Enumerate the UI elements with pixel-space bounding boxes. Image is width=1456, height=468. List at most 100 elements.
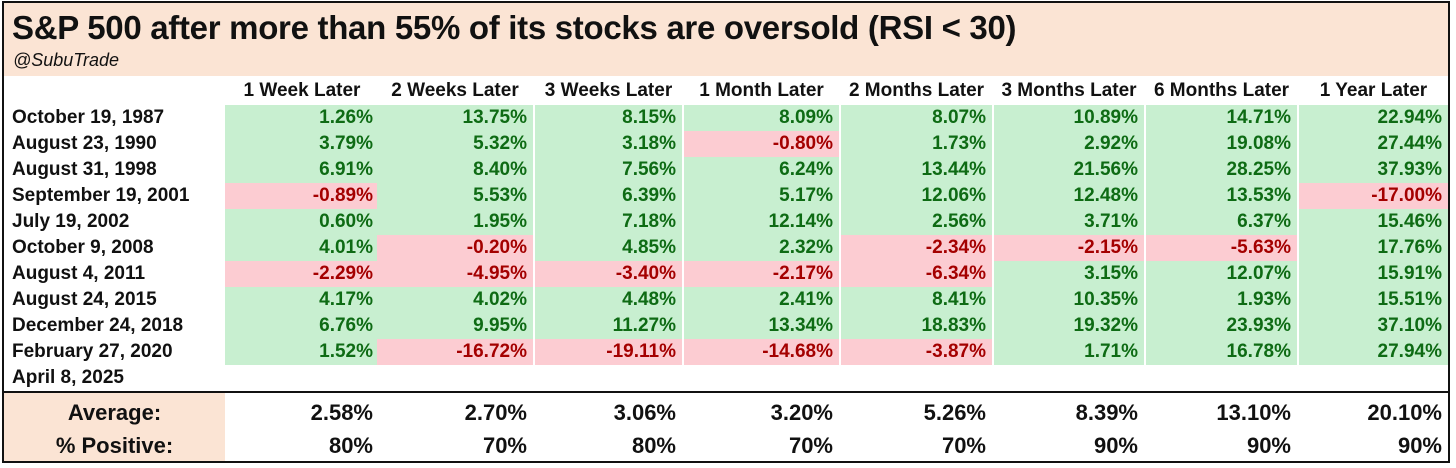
row-date-label: February 27, 2020	[12, 341, 173, 362]
negative-return-cell: -3.40%	[535, 261, 682, 287]
positive-return-cell: 27.94%	[1299, 339, 1448, 365]
table-row: October 9, 2008 4.01% -0.20% 4.85% 2.32% -2.3…	[4, 235, 1448, 261]
positive-return-cell: 12.14%	[684, 209, 839, 235]
negative-return-cell: -0.89%	[225, 183, 379, 209]
positive-return-cell: 3.18%	[535, 131, 682, 157]
positive-return-cell: 0.60%	[225, 209, 379, 235]
positive-return-cell: 6.39%	[535, 183, 682, 209]
positive-return-cell: 13.75%	[377, 105, 533, 131]
positive-return-cell: 4.17%	[225, 287, 379, 313]
positive-return-cell: 15.51%	[1299, 287, 1448, 313]
positive-return-cell: 2.56%	[841, 209, 992, 235]
positive-return-cell: 7.18%	[535, 209, 682, 235]
positive-return-cell: 9.95%	[377, 313, 533, 339]
negative-return-cell: -2.34%	[841, 235, 992, 261]
positive-return-cell: 12.06%	[841, 183, 992, 209]
positive-return-cell: 1.95%	[377, 209, 533, 235]
positive-return-cell: 6.91%	[225, 157, 379, 183]
positive-return-cell: 5.53%	[377, 183, 533, 209]
positive-return-cell: 5.17%	[684, 183, 839, 209]
row-date-label: October 9, 2008	[12, 237, 154, 258]
column-header: 2 Weeks Later	[391, 80, 519, 101]
positive-return-cell: 23.93%	[1146, 313, 1297, 339]
positive-return-cell: 12.07%	[1146, 261, 1297, 287]
summary-value: 8.39%	[1075, 400, 1138, 425]
title-banner: S&P 500 after more than 55% of its stock…	[4, 3, 1448, 76]
table-row: July 19, 2002 0.60% 1.95% 7.18% 12.14% 2.56% 3…	[4, 209, 1448, 235]
positive-return-cell: 8.07%	[841, 105, 992, 131]
positive-return-cell: 4.01%	[225, 235, 379, 261]
positive-return-cell: 13.44%	[841, 157, 992, 183]
summary-value: 3.06%	[613, 400, 676, 425]
summary-value: 90%	[1093, 433, 1138, 458]
column-header: 3 Months Later	[1001, 80, 1137, 101]
row-date-label: April 8, 2025	[12, 367, 124, 388]
summary-value: 5.26%	[923, 400, 986, 425]
table-row: February 27, 2020 1.52% -16.72% -19.11% -14.…	[4, 339, 1448, 365]
negative-return-cell: -17.00%	[1299, 183, 1448, 209]
positive-return-cell: 13.53%	[1146, 183, 1297, 209]
summary-divider	[4, 391, 1448, 393]
negative-return-cell: -2.15%	[994, 235, 1144, 261]
row-date-label: December 24, 2018	[12, 315, 184, 336]
positive-return-cell: 2.32%	[684, 235, 839, 261]
positive-return-cell: 11.27%	[535, 313, 682, 339]
summary-label: Average:	[67, 400, 162, 425]
negative-return-cell: -3.87%	[841, 339, 992, 365]
positive-return-cell: 4.85%	[535, 235, 682, 261]
column-header: 1 Week Later	[243, 80, 361, 101]
summary-label-column	[4, 393, 225, 461]
table-row: August 31, 1998 6.91% 8.40% 7.56% 6.24% 13.44…	[4, 157, 1448, 183]
summary-value: 70%	[941, 433, 986, 458]
positive-return-cell: 3.15%	[994, 261, 1144, 287]
negative-return-cell: -14.68%	[684, 339, 839, 365]
summary-label: % Positive:	[55, 433, 174, 458]
table-row: December 24, 2018 6.76% 9.95% 11.27% 13.34% 1…	[4, 313, 1448, 339]
positive-return-cell: 6.24%	[684, 157, 839, 183]
column-header: 3 Weeks Later	[544, 80, 673, 101]
positive-return-cell: 6.37%	[1146, 209, 1297, 235]
negative-return-cell: -5.63%	[1146, 235, 1297, 261]
positive-return-cell: 3.71%	[994, 209, 1144, 235]
positive-return-cell: 16.78%	[1146, 339, 1297, 365]
summary-value: 70%	[788, 433, 833, 458]
row-date-label: October 19, 1987	[12, 107, 165, 128]
positive-return-cell: 15.91%	[1299, 261, 1448, 287]
column-header: 1 Year Later	[1319, 80, 1428, 101]
positive-return-cell: 6.76%	[225, 313, 379, 339]
positive-return-cell: 10.89%	[994, 105, 1144, 131]
positive-return-cell: 19.08%	[1146, 131, 1297, 157]
positive-return-cell: 18.83%	[841, 313, 992, 339]
positive-return-cell: 8.41%	[841, 287, 992, 313]
positive-return-cell: 37.93%	[1299, 157, 1448, 183]
positive-return-cell: 8.40%	[377, 157, 533, 183]
positive-return-cell: 8.09%	[684, 105, 839, 131]
negative-return-cell: -0.20%	[377, 235, 533, 261]
positive-return-cell: 14.71%	[1146, 105, 1297, 131]
table-row: September 19, 2001 -0.89% 5.53% 6.39% 5.17% 1…	[4, 183, 1448, 209]
positive-return-cell: 1.93%	[1146, 287, 1297, 313]
table-row: August 4, 2011 -2.29% -4.95% -3.40% -2.17% -6…	[4, 261, 1448, 287]
negative-return-cell: -2.29%	[225, 261, 379, 287]
positive-return-cell: 3.79%	[225, 131, 379, 157]
table-row: April 8, 2025	[4, 365, 1448, 391]
positive-return-cell: 22.94%	[1299, 105, 1448, 131]
positive-return-cell: 4.48%	[535, 287, 682, 313]
positive-return-cell: 37.10%	[1299, 313, 1448, 339]
negative-return-cell: -16.72%	[377, 339, 533, 365]
table-row: August 23, 1990 3.79% 5.32% 3.18% -0.80% 1.73…	[4, 131, 1448, 157]
positive-return-cell: 17.76%	[1299, 235, 1448, 261]
positive-return-cell: 2.92%	[994, 131, 1144, 157]
negative-return-cell: -6.34%	[841, 261, 992, 287]
row-date-label: August 31, 1998	[12, 159, 157, 180]
summary-value: 70%	[482, 433, 527, 458]
column-header: 2 Months Later	[848, 80, 985, 101]
negative-return-cell: -4.95%	[377, 261, 533, 287]
row-date-label: August 23, 1990	[12, 133, 157, 154]
positive-return-cell: 4.02%	[377, 287, 533, 313]
positive-return-cell: 27.44%	[1299, 131, 1448, 157]
positive-return-cell: 10.35%	[994, 287, 1144, 313]
positive-return-cell: 8.15%	[535, 105, 682, 131]
summary-value: 13.10%	[1216, 400, 1291, 425]
